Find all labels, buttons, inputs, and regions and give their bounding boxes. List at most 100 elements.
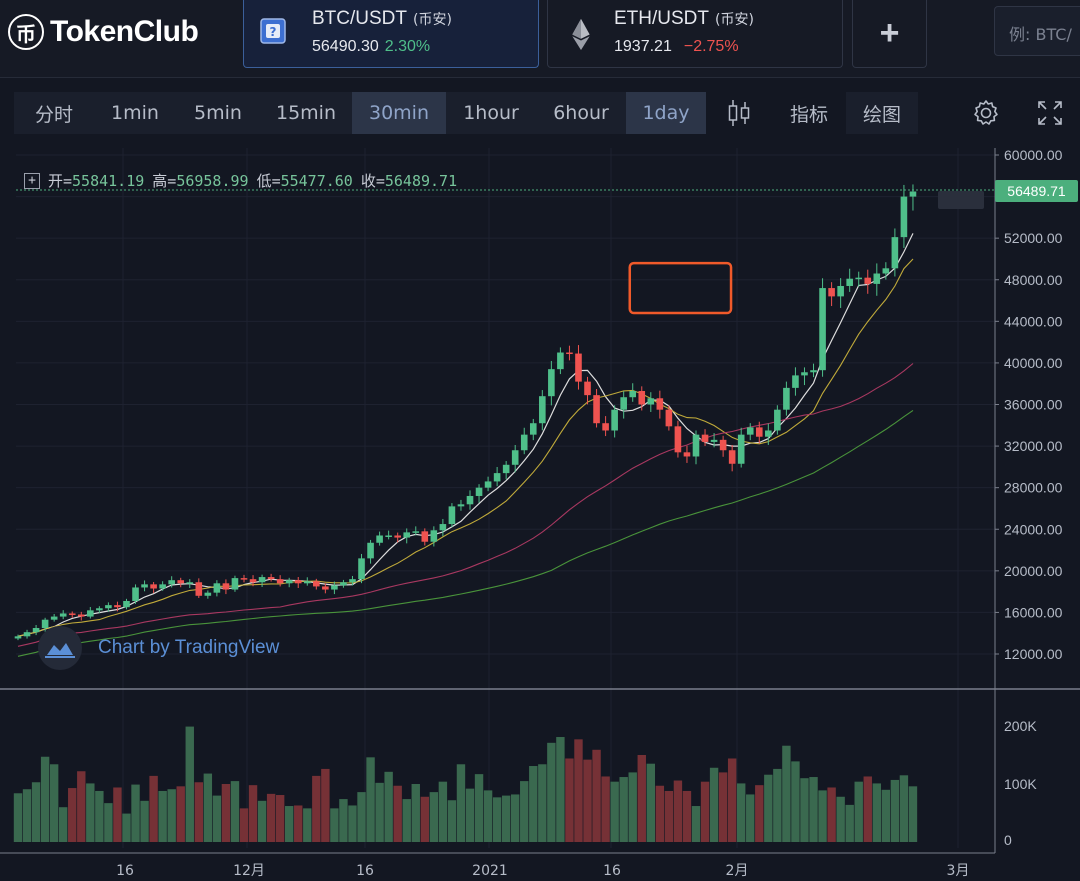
- volume-bar: [691, 806, 701, 842]
- candle-body: [367, 542, 374, 559]
- price-tick-label: 16000.00: [1004, 604, 1063, 620]
- volume-bar: [782, 745, 791, 842]
- drawing-button[interactable]: 绘图: [846, 92, 918, 134]
- timeframe-15min[interactable]: 15min: [260, 92, 352, 134]
- pair-change: 2.30%: [384, 38, 431, 55]
- volume-bar: [574, 739, 583, 842]
- volume-bar: [140, 800, 149, 842]
- volume-bar: [411, 784, 420, 842]
- candle-body: [195, 582, 203, 596]
- time-tick-label: 12月: [233, 863, 265, 879]
- timeframe-30min[interactable]: 30min: [352, 92, 446, 134]
- candle-body: [719, 439, 727, 451]
- candle-body: [864, 277, 872, 284]
- volume-bar: [863, 776, 872, 842]
- volume-bar: [13, 793, 23, 842]
- candle-body: [584, 381, 591, 396]
- volume-bar: [511, 794, 520, 842]
- volume-bar: [77, 771, 86, 842]
- price-tick-label: 12000.00: [1004, 646, 1063, 662]
- candle-body: [737, 434, 745, 464]
- search-input[interactable]: 例: BTC/: [994, 6, 1080, 56]
- volume-bar: [474, 774, 484, 842]
- pair-tab-eth[interactable]: ETH/USDT (币安) 1937.21 −2.75%: [547, 0, 843, 68]
- volume-bar: [95, 790, 104, 842]
- timeframe-1day[interactable]: 1day: [626, 92, 706, 134]
- candle-body: [168, 580, 175, 585]
- volume-bar: [366, 757, 375, 842]
- time-tick-label: 2021: [472, 863, 508, 879]
- candle-body: [258, 577, 266, 583]
- candle-body: [186, 582, 194, 584]
- candlestick-icon[interactable]: [722, 94, 756, 132]
- candle-body: [204, 592, 212, 596]
- price-chart[interactable]: 60000.0056000.0052000.0048000.0044000.00…: [0, 148, 1080, 881]
- moving-average-line: [17, 363, 914, 647]
- volume-bar: [727, 758, 737, 842]
- price-tick-label: 48000.00: [1004, 272, 1063, 288]
- candle-body: [511, 450, 519, 465]
- volume-bar: [881, 789, 891, 842]
- candle-body: [105, 605, 112, 609]
- volume-bar: [520, 781, 529, 842]
- legend-collapse-icon[interactable]: +: [24, 172, 40, 189]
- chart-canvas[interactable]: 60000.0056000.0052000.0048000.0044000.00…: [0, 148, 1080, 881]
- tradingview-watermark[interactable]: Chart by TradingView: [38, 626, 279, 670]
- add-pair-button[interactable]: +: [852, 0, 927, 68]
- gear-icon[interactable]: [966, 94, 1006, 132]
- volume-bar: [357, 792, 366, 842]
- candle-body: [394, 535, 401, 538]
- volume-bar: [321, 768, 330, 842]
- indicators-button[interactable]: 指标: [789, 103, 828, 126]
- top-header: 币 TokenClub ? BTC/USDT (币安) 56490.30 2.30%…: [0, 0, 1080, 78]
- volume-bar: [40, 756, 50, 842]
- price-tick-label: 36000.00: [1004, 397, 1063, 413]
- candle-body: [313, 581, 320, 587]
- volume-bar: [492, 797, 502, 842]
- volume-bar: [375, 782, 384, 842]
- pair-change: −2.75%: [683, 38, 739, 55]
- timeframe-1min[interactable]: 1min: [94, 92, 176, 134]
- chart-toolbar: 分时 1min 5min 15min 30min 1hour 6hour 1da…: [0, 90, 1080, 136]
- volume-bar: [158, 790, 167, 842]
- volume-bar: [212, 795, 222, 842]
- timeframe-5min[interactable]: 5min: [176, 92, 260, 134]
- volume-bar: [746, 794, 755, 842]
- price-tick-label: 60000.00: [1004, 148, 1063, 163]
- tradingview-cloud-icon: [38, 626, 82, 670]
- timeframe-fenshi[interactable]: 分时: [14, 92, 94, 134]
- pair-tab-btc[interactable]: ? BTC/USDT (币安) 56490.30 2.30%: [243, 0, 539, 68]
- candle-body: [810, 370, 817, 373]
- volume-bar: [773, 768, 782, 842]
- candle-body: [267, 577, 275, 580]
- volume-bar: [438, 781, 448, 842]
- candle-body: [41, 619, 49, 629]
- volume-bar: [176, 786, 185, 842]
- bitcoin-icon: ?: [260, 18, 286, 44]
- candle-body: [276, 579, 284, 584]
- candle-body: [87, 610, 94, 617]
- svg-text:?: ?: [270, 25, 277, 39]
- price-tick-label: 52000.00: [1004, 230, 1063, 246]
- candle-body: [602, 423, 609, 431]
- volume-bar: [113, 787, 122, 842]
- fullscreen-icon[interactable]: [1030, 94, 1070, 132]
- volume-bar: [221, 784, 231, 842]
- volume-bar: [529, 766, 538, 842]
- candle-body: [557, 352, 564, 370]
- candle-body: [629, 390, 637, 398]
- volume-bar: [836, 796, 845, 842]
- pair-name: BTC/USDT: [312, 8, 407, 29]
- volume-bar: [59, 807, 68, 842]
- candle-body: [801, 372, 808, 376]
- pair-exchange: (币安): [715, 12, 754, 28]
- volume-bar: [565, 758, 574, 842]
- volume-bar: [266, 793, 276, 842]
- volume-bar: [538, 764, 547, 842]
- timeframe-6hour[interactable]: 6hour: [536, 92, 626, 134]
- volume-bar: [104, 803, 113, 842]
- close-label: 收=: [360, 172, 385, 190]
- volume-bar: [619, 777, 628, 842]
- tokenclub-logo[interactable]: 币 TokenClub: [8, 12, 199, 52]
- timeframe-1hour[interactable]: 1hour: [446, 92, 536, 134]
